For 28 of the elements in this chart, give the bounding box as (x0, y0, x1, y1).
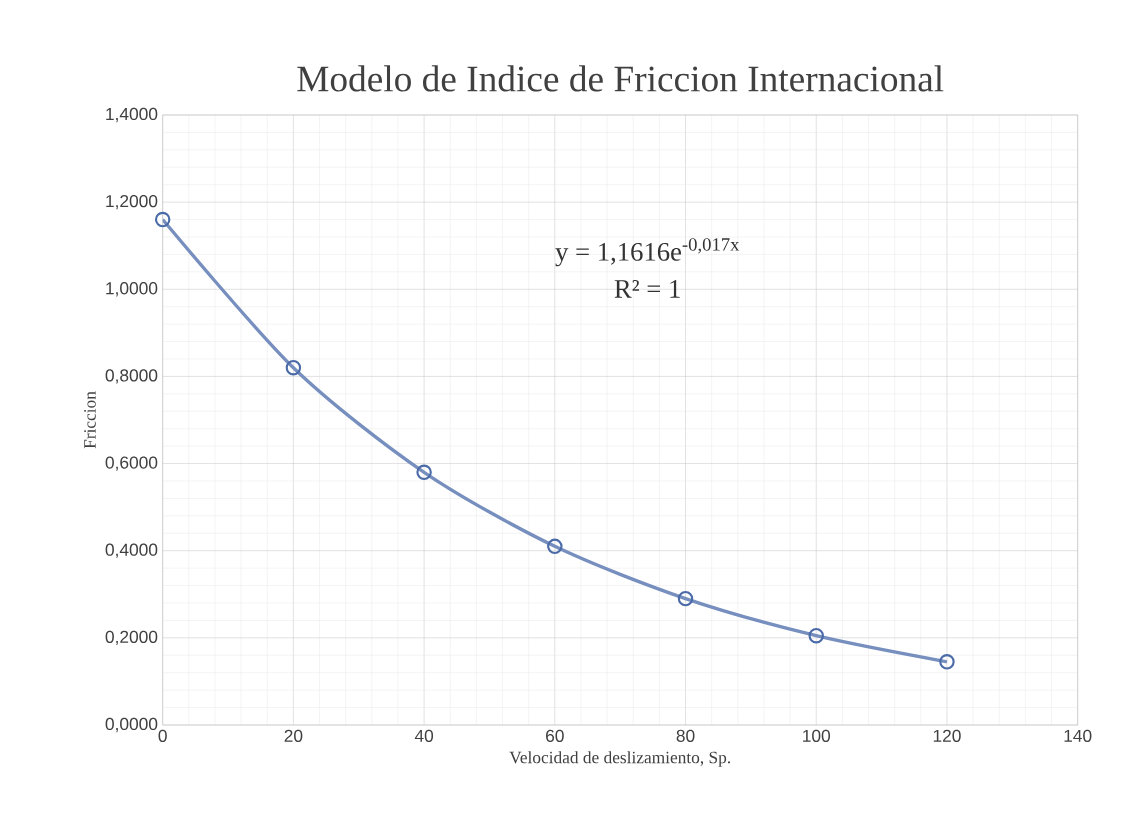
y-tick-label: 0,6000 (105, 456, 158, 471)
y-tick-label: 0,0000 (105, 717, 158, 733)
y-tick-label: 0,2000 (105, 630, 158, 646)
point (939, 654, 955, 670)
annotation: R² = 1 (614, 280, 680, 298)
x-tick-label: 140 (1064, 729, 1092, 742)
x-tick-label: 100 (803, 729, 831, 742)
y-tick-label: 1,0000 (106, 282, 158, 297)
y-tick-label: 1,2000 (106, 194, 158, 210)
annotation: y = 1,1616e$^{-0,017x}$ (555, 238, 740, 267)
x-tick-label: 80 (676, 729, 695, 742)
x-tick-label: 40 (414, 729, 434, 742)
y-tick-label: 0,4000 (105, 543, 158, 558)
x-tick-label: 20 (284, 729, 303, 742)
x-axis-title: Velocidad de deslizamiento, Sp. (509, 751, 731, 767)
y-axis-title: Friccion (84, 391, 96, 449)
y-tick-label: 0,8000 (105, 369, 158, 384)
point (677, 590, 694, 607)
chart-title: Modelo de Indice de Friccion Internacional (297, 65, 944, 92)
point (416, 464, 432, 481)
y-tick-label: 1,4000 (106, 107, 158, 123)
point (154, 211, 171, 228)
x-tick-label: 60 (546, 729, 564, 742)
point (285, 359, 302, 376)
point (547, 538, 563, 555)
x-tick-label: 120 (933, 729, 961, 742)
x-tick-label: 0 (158, 729, 167, 742)
point (808, 627, 824, 644)
